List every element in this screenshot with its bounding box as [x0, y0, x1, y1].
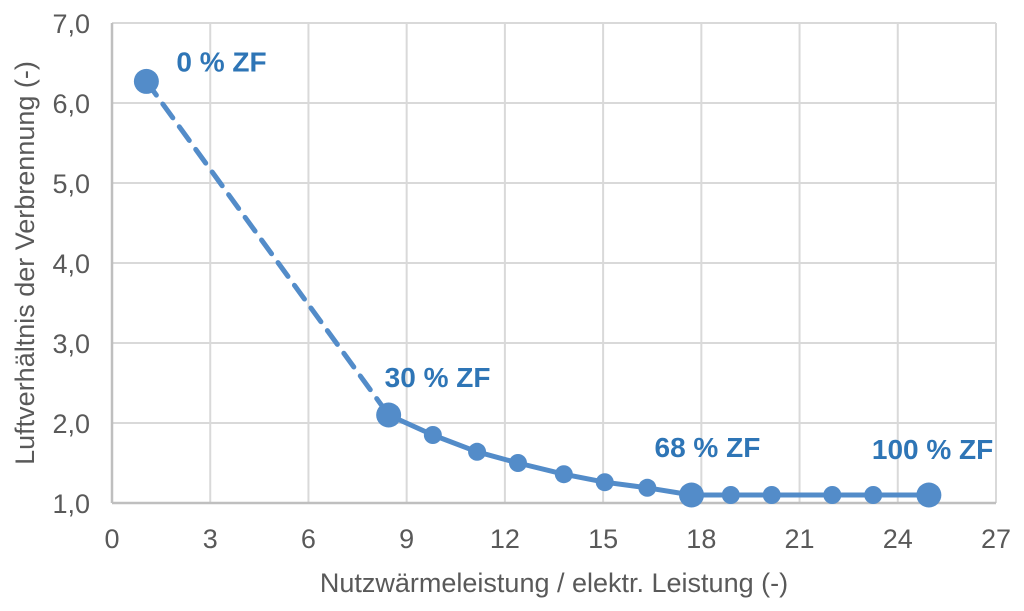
x-tick-label: 15 — [588, 524, 618, 554]
data-point-marker — [638, 478, 657, 497]
x-tick-label: 9 — [399, 524, 414, 554]
data-point-marker — [595, 473, 614, 492]
data-point-marker — [423, 426, 442, 444]
y-tick-label: 5,0 — [52, 169, 90, 199]
data-point-annotation: 68 % ZF — [655, 432, 761, 463]
data-point-annotation: 30 % ZF — [385, 362, 491, 393]
data-point-annotation: 0 % ZF — [176, 46, 266, 77]
data-point-marker-emphasized — [679, 482, 705, 508]
x-tick-label: 3 — [203, 524, 218, 554]
data-point-marker — [762, 486, 781, 504]
y-axis-title: Luftverhältnis der Verbrennung (-) — [10, 61, 40, 465]
x-tick-label: 24 — [883, 524, 913, 554]
data-point-marker — [823, 486, 842, 504]
data-point-marker — [554, 465, 573, 484]
y-tick-label: 4,0 — [52, 249, 90, 279]
y-tick-label: 6,0 — [52, 89, 90, 119]
data-point-annotation: 100 % ZF — [872, 434, 993, 465]
data-point-marker-emphasized — [133, 68, 159, 94]
data-point-marker — [468, 442, 487, 461]
y-tick-label: 2,0 — [52, 409, 90, 439]
series-dashed-line — [143, 78, 392, 418]
data-point-marker — [864, 486, 883, 504]
x-tick-label: 18 — [686, 524, 716, 554]
y-tick-label: 7,0 — [52, 9, 90, 39]
x-tick-label: 0 — [104, 524, 119, 554]
y-tick-label: 1,0 — [52, 489, 90, 519]
x-tick-label: 21 — [785, 524, 815, 554]
y-tick-label: 3,0 — [52, 329, 90, 359]
data-point-marker-emphasized — [916, 482, 942, 508]
x-tick-label: 27 — [981, 524, 1011, 554]
data-point-marker-emphasized — [376, 402, 402, 428]
x-tick-label: 12 — [490, 524, 520, 554]
data-point-marker — [508, 454, 527, 472]
x-axis-title: Nutzwärmeleistung / elektr. Leistung (-) — [320, 568, 788, 598]
x-tick-label: 6 — [301, 524, 316, 554]
data-point-marker — [721, 486, 740, 504]
